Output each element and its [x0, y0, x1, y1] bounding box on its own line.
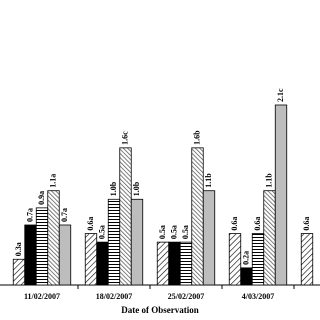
bar — [84, 233, 98, 286]
bar — [130, 198, 144, 286]
value-label: 0.5a — [169, 225, 178, 239]
value-label: 0.9a — [37, 191, 46, 205]
x-tick-label: 18/02/2007 — [96, 292, 132, 301]
bar — [300, 233, 314, 286]
value-label: 1.0b — [109, 181, 118, 196]
value-label: 0.6a — [302, 217, 311, 231]
x-tick-label: 4/03/2007 — [242, 292, 274, 301]
bar — [251, 233, 265, 286]
bar — [191, 147, 204, 286]
bar — [228, 233, 242, 286]
value-label: 0.3a — [14, 242, 23, 256]
x-tick-label: 25/02/2007 — [168, 292, 204, 301]
bar — [35, 207, 49, 286]
x-axis-title: Date of Observation — [121, 305, 199, 315]
bar — [263, 190, 276, 286]
value-label: 0.5a — [97, 225, 106, 239]
bar — [179, 241, 193, 286]
value-label: 1.1a — [48, 174, 57, 188]
value-label: 1.0b — [132, 181, 141, 196]
value-label: 0.7a — [25, 208, 34, 222]
bar — [107, 198, 121, 286]
value-label: 0.2a — [241, 251, 250, 265]
bar — [58, 224, 72, 286]
bar — [156, 241, 170, 286]
value-label: 0.5a — [181, 225, 190, 239]
bar — [47, 190, 60, 286]
value-label: 1.6c — [120, 131, 129, 145]
bar — [12, 258, 26, 286]
bar — [202, 190, 216, 286]
x-tick-label: 11/02/2007 — [24, 292, 60, 301]
value-label: 1.1b — [264, 173, 273, 188]
value-label: 1.6b — [192, 130, 201, 145]
value-label: 2.1c — [276, 88, 285, 102]
value-label: 0.6a — [86, 217, 95, 231]
bar — [274, 104, 288, 286]
bar — [240, 267, 253, 286]
value-label: 0.6a — [253, 217, 262, 231]
bar — [119, 147, 132, 286]
bar — [96, 241, 109, 286]
value-label: 0.6a — [230, 217, 239, 231]
value-label: 0.5a — [158, 225, 167, 239]
bar — [24, 224, 37, 286]
value-label: 1.1b — [204, 173, 213, 188]
value-label: 0.7a — [60, 208, 69, 222]
bar — [168, 241, 181, 286]
